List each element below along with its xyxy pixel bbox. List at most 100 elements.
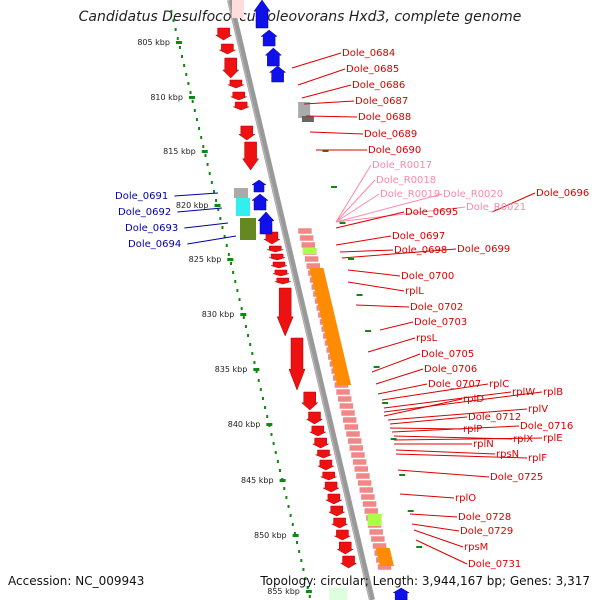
reverse-gene-label: Dole_0684	[342, 48, 395, 59]
reverse-cds-arrow	[272, 269, 289, 277]
tick-dot	[191, 100, 194, 103]
reverse-cds-arrow	[331, 517, 348, 529]
tick-dot	[187, 82, 190, 85]
tick-dot	[255, 370, 258, 373]
reverse-gene-label: Dole_0703	[414, 317, 467, 328]
leader-line	[335, 235, 392, 246]
reverse-cds-arrow	[263, 231, 281, 245]
tick-dash	[356, 294, 363, 296]
reverse-gene-label: rplB	[543, 387, 563, 398]
reverse-gene-label: rplP	[463, 424, 482, 435]
green-feature	[367, 514, 382, 526]
reverse-gene-label: Dole_0728	[458, 512, 511, 523]
tick-dot	[302, 568, 305, 571]
tick-dash	[416, 546, 423, 548]
reverse-gene-label: Dole_0699	[457, 244, 510, 255]
rna-gene-label: Dole_R0018	[376, 175, 436, 186]
reverse-cds-arrow	[325, 493, 343, 505]
reverse-gene-label: Dole_0729	[460, 526, 513, 537]
reverse-gene-label: Dole_0731	[468, 559, 521, 570]
olive-feature	[240, 218, 256, 240]
leader-line	[387, 408, 528, 421]
ribosomal-gene-block	[362, 500, 377, 508]
leader-line	[187, 235, 237, 245]
ruler-tick	[279, 479, 286, 482]
reverse-gene-label: rplX	[513, 434, 533, 445]
tick-dot	[244, 325, 247, 328]
reverse-cds-arrow	[336, 541, 355, 555]
leader-line	[303, 100, 355, 105]
reverse-cds-arrow	[269, 253, 286, 261]
tick-dot	[172, 19, 175, 22]
reverse-cds-arrow	[317, 459, 334, 471]
reverse-cds-arrow	[276, 287, 294, 337]
ribosomal-gene-block	[299, 234, 314, 242]
ruler-tick	[292, 534, 299, 537]
leader-line	[395, 453, 528, 459]
tick-dot	[232, 271, 235, 274]
tick-dot	[176, 37, 179, 40]
leader-line	[381, 383, 489, 401]
reverse-gene-label: Dole_0686	[352, 80, 405, 91]
tick-dot	[198, 127, 201, 130]
ruler-label: 840 kbp	[228, 420, 261, 429]
tick-dot	[249, 343, 252, 346]
ribosomal-gene-block	[301, 241, 316, 249]
reverse-cds-arrow	[219, 43, 236, 55]
reverse-gene-label: rpsL	[416, 333, 438, 344]
forward-cds-arrow	[251, 179, 267, 193]
leader-line	[335, 211, 405, 229]
ribosomal-gene-block	[357, 479, 372, 487]
tick-dot	[287, 505, 290, 508]
tick-dot	[170, 10, 173, 13]
leader-line	[409, 513, 458, 518]
reverse-gene-label: rplC	[489, 379, 509, 390]
tick-dot	[193, 109, 196, 112]
tick-dot	[183, 64, 186, 67]
tick-dot	[296, 541, 299, 544]
tick-dot	[178, 46, 181, 49]
reverse-cds-arrow	[242, 141, 260, 171]
tick-dash	[365, 330, 372, 332]
tick-dot	[210, 181, 213, 184]
reverse-cds-arrow	[274, 277, 291, 285]
leader-line	[335, 164, 372, 223]
tick-dash	[348, 258, 355, 260]
ruler-tick	[188, 96, 195, 99]
ribosomal-gene-block	[344, 423, 359, 431]
leader-line	[184, 222, 229, 229]
tick-dot	[242, 316, 245, 319]
reverse-cds-arrow	[328, 505, 345, 517]
tick-dot	[276, 460, 279, 463]
ribosomal-operon-block	[375, 548, 394, 566]
genome-backbone	[227, 0, 375, 600]
tick-dot	[308, 595, 311, 598]
ruler-tick	[214, 204, 221, 207]
leader-line	[413, 529, 464, 548]
forward-gene-label: Dole_0693	[125, 223, 178, 234]
ruler-tick	[201, 150, 208, 153]
reverse-cds-arrow	[309, 425, 326, 437]
leader-line	[335, 206, 466, 223]
reverse-cds-arrow	[214, 27, 233, 41]
leader-line	[367, 337, 416, 353]
leader-line	[301, 84, 352, 99]
ruler-label: 835 kbp	[215, 365, 248, 374]
reverse-gene-label: Dole_0712	[468, 412, 521, 423]
reverse-gene-label: Dole_0696	[536, 188, 589, 199]
ribosomal-gene-block	[342, 416, 357, 424]
leader-line	[335, 193, 443, 223]
genome-backbone-edge	[227, 0, 371, 600]
tick-dot	[212, 190, 215, 193]
rna-bar	[232, 0, 244, 18]
ruler-tick	[253, 368, 260, 371]
tick-dot	[236, 289, 239, 292]
ribosomal-gene-block	[349, 444, 364, 452]
reverse-gene-label: Dole_0705	[421, 349, 474, 360]
forward-cds-arrow	[260, 29, 278, 47]
reverse-cds-arrow	[315, 449, 332, 459]
ribosomal-gene-block	[339, 402, 354, 410]
reverse-gene-label: rplD	[463, 394, 484, 405]
forward-cds-arrow	[257, 211, 275, 235]
